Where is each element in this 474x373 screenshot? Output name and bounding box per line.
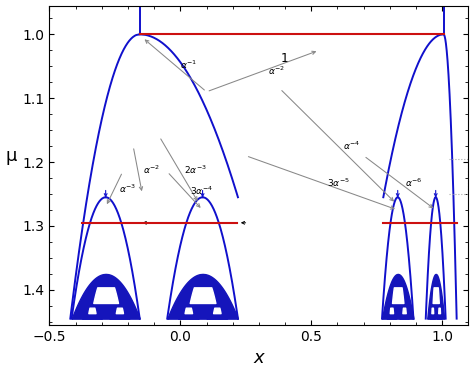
Text: $3\alpha^{-4}$: $3\alpha^{-4}$ [190,185,213,197]
Text: $\alpha^{-2}$: $\alpha^{-2}$ [268,65,285,77]
Text: $\alpha^{-4}$: $\alpha^{-4}$ [343,140,361,152]
Text: $3\alpha^{-5}$: $3\alpha^{-5}$ [327,177,350,189]
X-axis label: x: x [254,350,264,367]
Text: $2\alpha^{-3}$: $2\alpha^{-3}$ [184,164,207,176]
Text: $\alpha^{-1}$: $\alpha^{-1}$ [180,59,197,71]
Y-axis label: μ: μ [6,147,17,165]
Text: $\alpha^{-2}$: $\alpha^{-2}$ [143,164,160,176]
Text: $\alpha^{-6}$: $\alpha^{-6}$ [405,177,422,189]
Text: 1: 1 [281,52,289,65]
Text: $\alpha^{-3}$: $\alpha^{-3}$ [119,183,137,195]
